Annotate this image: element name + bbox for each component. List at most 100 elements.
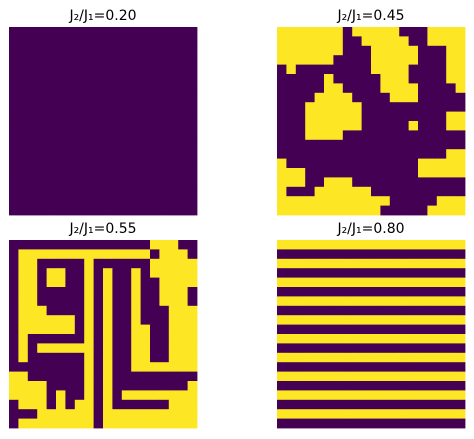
cell xyxy=(18,130,29,141)
cell xyxy=(418,196,428,206)
cell xyxy=(408,315,419,325)
cell xyxy=(121,149,132,159)
cell xyxy=(436,352,447,363)
cell xyxy=(277,268,287,278)
cell xyxy=(112,343,123,354)
cell xyxy=(436,158,447,169)
cell xyxy=(436,268,447,278)
cell xyxy=(46,287,57,297)
cell xyxy=(18,55,29,65)
cell xyxy=(305,168,315,178)
cell xyxy=(84,55,94,65)
cell xyxy=(187,371,198,382)
cell xyxy=(427,334,438,344)
cell xyxy=(455,149,466,159)
cell xyxy=(277,371,287,382)
cell xyxy=(74,92,85,103)
cell xyxy=(121,74,132,84)
cell xyxy=(277,36,287,47)
cell xyxy=(37,305,47,316)
cell xyxy=(37,45,47,56)
cell xyxy=(65,240,76,250)
cell xyxy=(168,277,179,288)
cell xyxy=(314,158,325,169)
cell xyxy=(427,324,438,335)
cell xyxy=(112,287,123,297)
cell xyxy=(352,362,362,372)
cell xyxy=(408,92,419,103)
cell xyxy=(295,130,306,141)
cell xyxy=(9,409,19,419)
cell xyxy=(408,268,419,278)
cell xyxy=(159,305,170,316)
cell xyxy=(112,362,123,372)
cell xyxy=(27,55,38,65)
cell xyxy=(352,409,362,419)
cell xyxy=(9,258,19,269)
cell xyxy=(140,45,151,56)
cell xyxy=(9,130,19,141)
cell xyxy=(408,343,419,354)
cell xyxy=(352,27,362,37)
cell xyxy=(277,343,287,354)
cell xyxy=(18,74,29,84)
cell xyxy=(37,158,47,169)
cell xyxy=(399,111,409,122)
cell xyxy=(324,371,334,382)
cell xyxy=(305,371,315,382)
cell xyxy=(446,399,456,410)
cell xyxy=(418,362,428,372)
cell xyxy=(56,343,66,354)
cell xyxy=(277,196,287,206)
cell xyxy=(436,102,447,112)
cell xyxy=(37,36,47,47)
cell xyxy=(178,399,188,410)
cell xyxy=(408,418,419,429)
cell xyxy=(150,111,160,122)
cell xyxy=(324,158,334,169)
cell xyxy=(27,334,38,344)
cell xyxy=(159,390,170,401)
cell xyxy=(159,177,170,188)
cell xyxy=(140,130,151,141)
cell xyxy=(74,352,85,363)
cell xyxy=(295,371,306,382)
cell xyxy=(168,74,179,84)
cell xyxy=(352,352,362,363)
cell xyxy=(178,205,188,216)
cell xyxy=(342,249,353,260)
cell xyxy=(277,177,287,188)
cell xyxy=(103,55,113,65)
cell xyxy=(159,111,170,122)
cell xyxy=(18,362,29,372)
cell xyxy=(371,139,381,150)
cell xyxy=(314,102,325,112)
cell xyxy=(389,186,400,197)
cell xyxy=(455,390,466,401)
cell xyxy=(93,381,104,391)
cell xyxy=(27,315,38,325)
cell xyxy=(140,409,151,419)
cell xyxy=(178,352,188,363)
cell xyxy=(131,196,141,206)
cell xyxy=(427,27,438,37)
cell xyxy=(121,418,132,429)
cell xyxy=(436,324,447,335)
cell xyxy=(408,36,419,47)
cell xyxy=(352,249,362,260)
cell xyxy=(187,381,198,391)
cell xyxy=(187,102,198,112)
cell xyxy=(408,196,419,206)
cell xyxy=(277,149,287,159)
cell xyxy=(324,196,334,206)
cell xyxy=(380,55,391,65)
cell xyxy=(168,399,179,410)
cell xyxy=(408,158,419,169)
cell xyxy=(103,149,113,159)
cell xyxy=(333,74,344,84)
cell xyxy=(333,352,344,363)
cell xyxy=(408,287,419,297)
cell xyxy=(371,352,381,363)
cell xyxy=(277,249,287,260)
cell xyxy=(324,45,334,56)
